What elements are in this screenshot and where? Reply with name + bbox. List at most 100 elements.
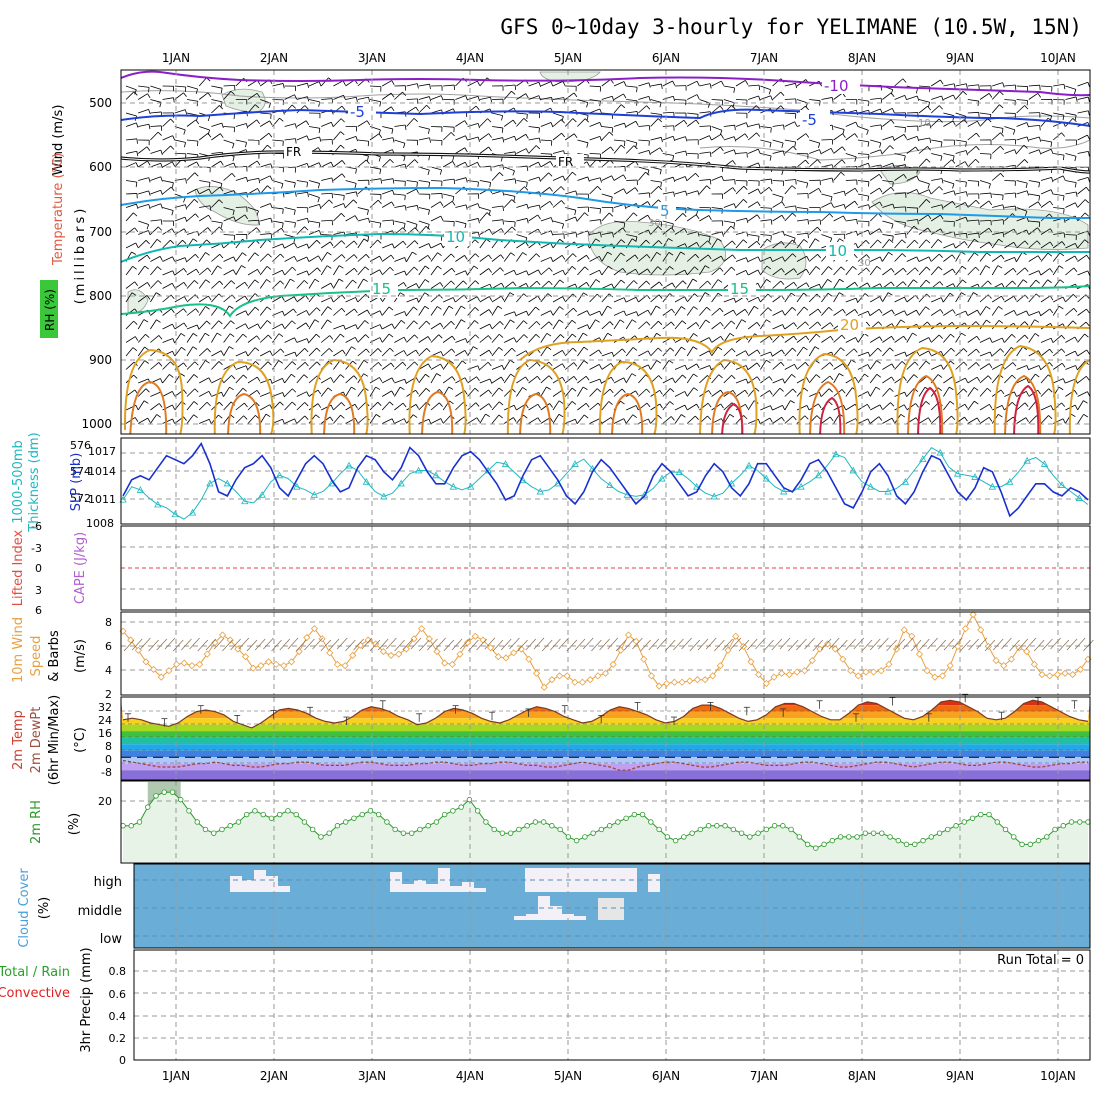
wind-barb bbox=[869, 228, 880, 235]
wind-barb bbox=[943, 347, 952, 357]
wind-barb-flag bbox=[244, 214, 249, 220]
wind-barb-flag bbox=[755, 387, 760, 392]
cloud-level-high: high bbox=[94, 875, 122, 890]
wind-barb-flag bbox=[509, 292, 515, 296]
wind-barb bbox=[125, 138, 137, 141]
wind-barb-flag bbox=[600, 219, 602, 225]
wind-barb bbox=[272, 243, 283, 249]
wind-barb bbox=[369, 414, 377, 424]
wind-barb bbox=[564, 362, 574, 370]
wind-barb-flag bbox=[1011, 401, 1016, 407]
wind-barb bbox=[260, 233, 272, 235]
wind-barb-flag bbox=[452, 297, 456, 303]
temp-color-bands bbox=[121, 698, 1090, 780]
wind-barb bbox=[199, 377, 210, 384]
wind-barb-flag bbox=[977, 101, 980, 107]
rh2m-marker bbox=[879, 830, 885, 836]
wind-barb-flag bbox=[388, 333, 394, 338]
wind-barb-flag bbox=[172, 404, 176, 410]
wind-barb bbox=[491, 376, 502, 384]
wind-barb bbox=[577, 324, 588, 330]
wind-barb bbox=[406, 106, 417, 114]
wind-barb bbox=[199, 205, 211, 208]
wind-barb-flag bbox=[830, 148, 834, 153]
wind-barb bbox=[638, 125, 650, 127]
wind-barb-flag bbox=[1024, 211, 1028, 217]
wind-barb-flag bbox=[770, 351, 773, 357]
wind10-marker bbox=[410, 635, 418, 643]
wind-barb bbox=[418, 374, 426, 384]
wind-barb-flag bbox=[671, 223, 674, 229]
wind-barb bbox=[601, 293, 610, 303]
wind-barb-flag bbox=[136, 151, 139, 157]
wind-barb bbox=[735, 378, 747, 384]
wind-barb bbox=[772, 378, 783, 384]
wind-barb-flag bbox=[1062, 115, 1065, 121]
wind-barb-flag bbox=[807, 233, 809, 239]
wind-barb bbox=[784, 335, 795, 343]
contour-label: 30 bbox=[858, 258, 871, 269]
wind-barb bbox=[333, 203, 344, 208]
wind-barb-flag bbox=[940, 351, 944, 357]
wind-barb bbox=[357, 139, 369, 142]
wind-barb bbox=[699, 234, 711, 238]
wind-barb bbox=[991, 306, 999, 316]
wind-barb-flag bbox=[525, 148, 529, 154]
wind-barb bbox=[504, 178, 516, 181]
rh2m-marker bbox=[128, 823, 134, 829]
wind-barb-flag bbox=[389, 266, 394, 272]
wind-barb bbox=[504, 269, 515, 276]
wind-barb-flag bbox=[926, 158, 931, 163]
wind-barb-flag bbox=[758, 162, 761, 168]
wind-barb-flag bbox=[1072, 118, 1077, 123]
wind-barb bbox=[223, 280, 232, 289]
rh2m-marker bbox=[318, 834, 324, 840]
wind-barb bbox=[491, 282, 502, 289]
wind-barb bbox=[1065, 112, 1077, 116]
wind-barb-flag bbox=[647, 214, 651, 220]
wind-barb bbox=[516, 270, 527, 276]
wind-barb-flag bbox=[487, 118, 492, 123]
wind-barb bbox=[833, 266, 842, 276]
wind-barb-flag bbox=[915, 403, 919, 408]
wind10-barb bbox=[1033, 639, 1045, 652]
wind-barb-flag bbox=[525, 376, 529, 382]
wind-barb bbox=[369, 401, 379, 411]
wind-barb-flag bbox=[134, 336, 139, 341]
wind-barb bbox=[418, 401, 427, 411]
wind-barb bbox=[760, 219, 772, 222]
temp2m-ticks: 32 24 16 8 0 -8 bbox=[98, 701, 112, 779]
wind-barb-flag bbox=[600, 232, 602, 238]
wind-barb bbox=[296, 217, 308, 222]
wind-barb bbox=[174, 347, 182, 357]
wind-barb-flag bbox=[536, 321, 541, 326]
wind-barb bbox=[284, 242, 295, 249]
wind10-barb bbox=[468, 639, 479, 652]
wind-barb bbox=[564, 118, 574, 127]
wind-barb bbox=[235, 265, 242, 276]
wind-barb bbox=[235, 374, 244, 384]
wind-barb bbox=[491, 267, 501, 276]
wind-barb-flag bbox=[572, 118, 577, 123]
wind-barb bbox=[272, 333, 280, 343]
wind-barb bbox=[735, 152, 747, 154]
wind-barb-flag bbox=[855, 243, 859, 249]
wind10-barb bbox=[1042, 638, 1053, 651]
wind-barb-flag bbox=[244, 281, 248, 287]
day-label: 5JAN bbox=[554, 51, 582, 65]
wind-barb-flag bbox=[368, 97, 371, 103]
wind-barb bbox=[503, 373, 511, 384]
wind-barb-flag bbox=[757, 201, 761, 207]
rh2m-marker bbox=[491, 826, 497, 833]
wind-barb-flag bbox=[1062, 155, 1065, 161]
wind-barb bbox=[320, 265, 328, 276]
wind-barb-flag bbox=[659, 403, 663, 409]
wind-barb bbox=[882, 335, 892, 343]
wind-barb bbox=[406, 320, 415, 330]
wind-barb-flag bbox=[974, 400, 979, 405]
wind-barb-flag bbox=[669, 347, 675, 352]
wind-barb-flag bbox=[184, 257, 188, 263]
wind-barb-flag bbox=[756, 132, 761, 137]
wind-barb bbox=[394, 378, 405, 384]
wind-barb bbox=[784, 415, 794, 424]
